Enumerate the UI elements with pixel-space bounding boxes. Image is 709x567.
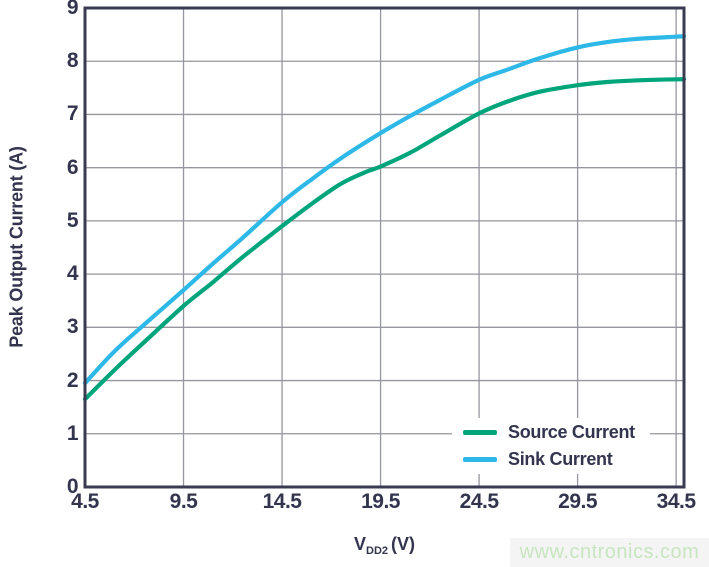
sink-current-line-swatch xyxy=(463,457,497,462)
x-tick-label: 19.5 xyxy=(361,490,400,513)
y-tick-label: 7 xyxy=(66,102,79,126)
x-axis-title-subscript: DD2 xyxy=(366,545,389,557)
x-tick-label: 29.5 xyxy=(558,490,598,513)
legend-label-sink-current: Sink Current xyxy=(508,449,613,469)
y-tick-label: 2 xyxy=(66,368,79,392)
y-tick-label: 0 xyxy=(66,475,79,498)
legend: Source Current Sink Current xyxy=(452,418,650,474)
y-tick-label: 1 xyxy=(66,421,79,445)
y-tick-label: 5 xyxy=(66,208,79,232)
x-tick-label: 24.5 xyxy=(459,490,499,513)
y-tick-label: 6 xyxy=(66,155,79,179)
x-axis-title-unit: (V) xyxy=(391,534,416,554)
x-tick-label: 4.5 xyxy=(71,490,99,513)
y-axis-title: Peak Output Current (A) xyxy=(6,146,27,348)
y-tick-label: 8 xyxy=(66,49,79,73)
x-tick-label: 34.5 xyxy=(656,490,696,513)
x-tick-label: 9.5 xyxy=(169,490,198,513)
source-current-curve xyxy=(82,77,687,402)
legend-item-source-current: Source Current xyxy=(452,422,650,444)
x-tick-label: 14.5 xyxy=(262,490,302,513)
x-axis-title-symbol: V xyxy=(353,534,366,554)
y-tick-label: 9 xyxy=(66,0,79,19)
sink-current-curve xyxy=(82,34,687,386)
legend-item-sink-current: Sink Current xyxy=(452,449,650,471)
x-axis-title: VDD2 (V) xyxy=(292,534,477,557)
source-current-line-swatch xyxy=(463,430,497,435)
y-tick-label: 3 xyxy=(66,315,79,339)
watermark: www.cntronics.com xyxy=(510,538,709,567)
legend-label-source-current: Source Current xyxy=(508,422,635,442)
plot-frame xyxy=(83,6,686,489)
y-tick-label: 4 xyxy=(66,262,79,286)
